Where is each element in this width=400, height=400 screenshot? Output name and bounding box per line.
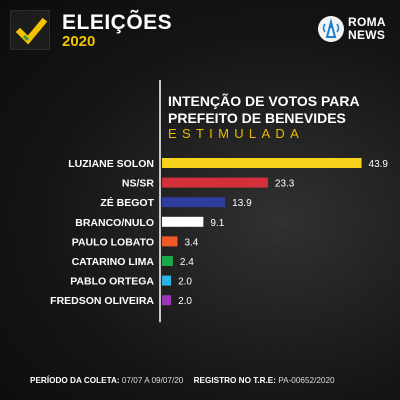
category-label: NS/SR [122, 178, 155, 190]
bar [162, 197, 226, 208]
news-logo: ROMA NEWS [318, 12, 392, 46]
tower-icon [318, 16, 344, 42]
value-label: 13.9 [232, 198, 252, 209]
category-label: BRANCO/NULO [75, 217, 154, 229]
category-label: FREDSON OLIVEIRA [50, 295, 154, 307]
category-label: PAULO LOBATO [72, 236, 154, 248]
chart-subtitle: ESTIMULADA [168, 126, 305, 141]
check-icon [10, 10, 50, 50]
category-label: LUZIANE SOLON [68, 158, 154, 170]
value-label: 2.0 [178, 277, 192, 288]
value-label: 2.0 [178, 296, 192, 307]
registry-value: PA-00652/2020 [278, 376, 335, 385]
page-year: 2020 [62, 33, 96, 50]
bar [162, 177, 268, 188]
value-label: 23.3 [275, 179, 295, 190]
value-label: 2.4 [180, 257, 194, 268]
news-logo-text: ROMA NEWS [348, 16, 386, 42]
footer: PERÍODO DA COLETA: 07/07 A 09/07/20 REGI… [30, 376, 335, 386]
bar [162, 295, 172, 306]
bar [162, 256, 173, 266]
chart-title: INTENÇÃO DE VOTOS PARA PREFEITO DE BENEV… [168, 93, 398, 127]
category-label: PABLO ORTEGA [70, 276, 154, 288]
chart-title-line1: INTENÇÃO DE VOTOS PARA [168, 93, 360, 109]
category-label: CATARINO LIMA [72, 256, 155, 268]
chart-title-line2: PREFEITO DE BENEVIDES [168, 110, 346, 126]
value-label: 9.1 [210, 218, 224, 229]
value-label: 43.9 [369, 159, 389, 170]
page-title: ELEIÇÕES [62, 11, 173, 34]
value-label: 3.4 [184, 237, 198, 248]
registry-label: REGISTRO NO T.R.E: [193, 376, 276, 385]
bar [162, 216, 204, 227]
bar [162, 275, 172, 286]
news-logo-line2: NEWS [348, 28, 386, 42]
news-logo-line1: ROMA [348, 15, 386, 29]
period-label: PERÍODO DA COLETA: [30, 376, 120, 385]
bar [162, 158, 362, 168]
bar [162, 236, 178, 247]
period-value: 07/07 A 09/07/20 [121, 376, 184, 385]
category-label: ZÉ BEGOT [100, 196, 154, 209]
